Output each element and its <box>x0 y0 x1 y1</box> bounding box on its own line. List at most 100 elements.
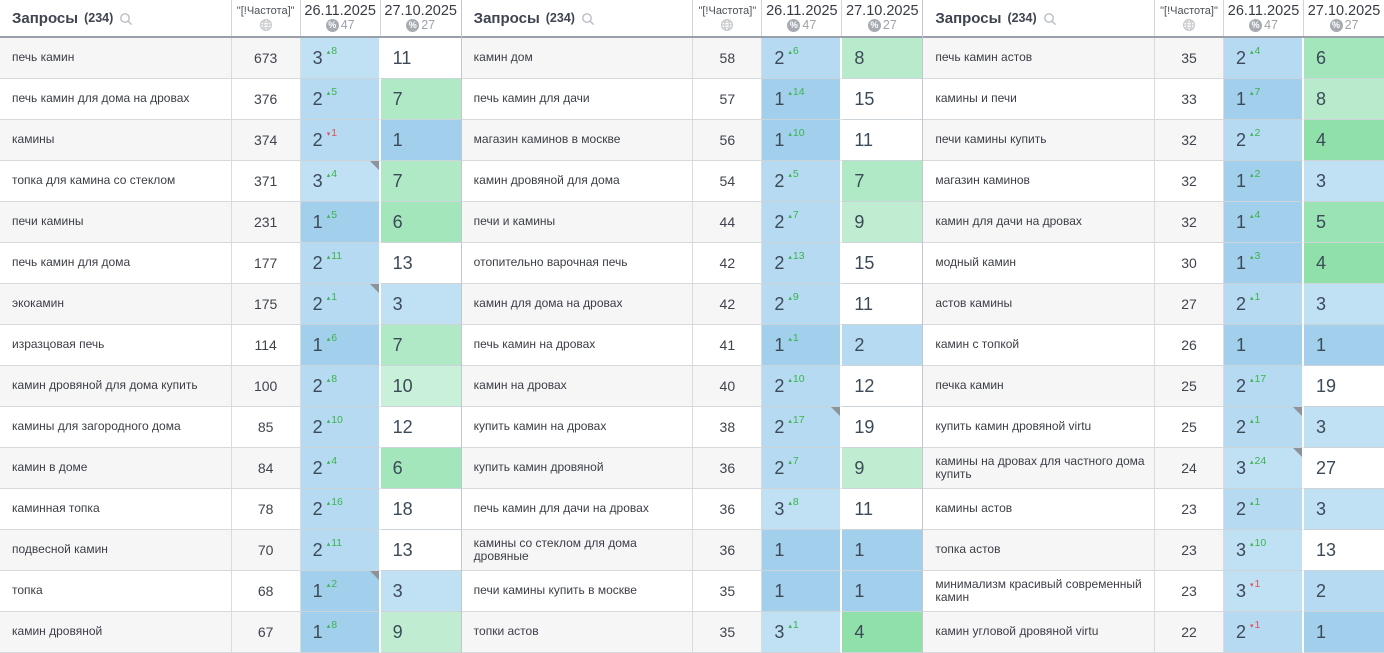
position-cell-previous[interactable]: 9 <box>380 612 461 653</box>
position-cell-previous[interactable]: 8 <box>1304 79 1384 120</box>
position-cell-current[interactable]: 2 ▴ 7 <box>762 448 843 489</box>
query-cell[interactable]: печи камины купить в москве <box>461 571 694 612</box>
position-cell-current[interactable]: 2 ▴ 9 <box>762 284 843 325</box>
query-cell[interactable]: камин с топкой <box>923 325 1156 366</box>
date-column-header[interactable]: 27.10.2025 % 27 <box>1307 3 1381 32</box>
query-cell[interactable]: камин дровяной для дома <box>461 161 694 202</box>
query-cell[interactable]: камин дровяной <box>0 612 232 653</box>
query-cell[interactable]: печи и камины <box>461 202 694 243</box>
position-cell-current[interactable]: 2 ▴ 1 <box>1224 407 1305 448</box>
position-cell-current[interactable]: 3 ▴ 4 <box>300 161 381 202</box>
query-cell[interactable]: модный камин <box>923 243 1156 284</box>
position-cell-current[interactable]: 1 <box>1224 325 1305 366</box>
query-cell[interactable]: экокамин <box>0 284 232 325</box>
date-column-header[interactable]: 27.10.2025 % 27 <box>846 3 919 32</box>
date-column-header[interactable]: 26.11.2025 % 47 <box>301 0 381 36</box>
position-cell-previous[interactable]: 6 <box>380 202 461 243</box>
position-cell-previous[interactable]: 1 <box>842 571 923 612</box>
position-cell-previous[interactable]: 13 <box>380 243 461 284</box>
position-cell-current[interactable]: 2 ▴ 1 <box>1224 489 1305 530</box>
position-cell-current[interactable]: 2 ▴ 10 <box>300 407 381 448</box>
query-cell[interactable]: камин на дровах <box>461 366 694 407</box>
position-cell-current[interactable]: 3 ▴ 8 <box>300 38 381 79</box>
position-cell-previous[interactable]: 9 <box>842 448 923 489</box>
position-cell-current[interactable]: 1 ▴ 2 <box>300 571 381 612</box>
position-cell-current[interactable]: 2 ▴ 17 <box>762 407 843 448</box>
position-cell-current[interactable]: 2 ▴ 1 <box>300 284 381 325</box>
position-cell-previous[interactable]: 7 <box>380 161 461 202</box>
position-cell-previous[interactable]: 2 <box>842 325 923 366</box>
query-cell[interactable]: камины со стеклом для дома дровяные <box>461 530 694 571</box>
position-cell-current[interactable]: 1 ▴ 4 <box>1224 202 1305 243</box>
query-cell[interactable]: печи камины <box>0 202 232 243</box>
query-cell[interactable]: камин для дома на дровах <box>461 284 694 325</box>
position-cell-current[interactable]: 3 ▴ 8 <box>762 489 843 530</box>
position-cell-current[interactable]: 3 ▴ 1 <box>762 612 843 653</box>
query-cell[interactable]: магазин каминов в москве <box>461 120 694 161</box>
position-cell-current[interactable]: 2 ▴ 5 <box>300 79 381 120</box>
position-cell-current[interactable]: 2 ▴ 8 <box>300 366 381 407</box>
position-cell-current[interactable]: 2 ▴ 1 <box>1224 284 1305 325</box>
query-cell[interactable]: минимализм красивый современный камин <box>923 571 1156 612</box>
position-cell-current[interactable]: 1 ▴ 6 <box>300 325 381 366</box>
query-cell[interactable]: печь камин для дачи на дровах <box>461 489 694 530</box>
query-cell[interactable]: астов камины <box>923 284 1156 325</box>
query-cell[interactable]: подвесной камин <box>0 530 232 571</box>
position-cell-current[interactable]: 1 ▴ 8 <box>300 612 381 653</box>
position-cell-current[interactable]: 1 ▴ 10 <box>762 120 843 161</box>
queries-column-header[interactable]: Запросы (234) <box>923 0 1156 36</box>
query-cell[interactable]: купить камин на дровах <box>461 407 694 448</box>
position-cell-previous[interactable]: 6 <box>380 448 461 489</box>
position-cell-current[interactable]: 1 ▴ 2 <box>1224 161 1305 202</box>
date-column-header[interactable]: 26.11.2025 % 47 <box>762 0 843 36</box>
position-cell-previous[interactable]: 12 <box>842 366 923 407</box>
frequency-column-header[interactable]: "[!Частота]" <box>693 0 763 36</box>
position-cell-current[interactable]: 2 ▴ 17 <box>1224 366 1305 407</box>
position-cell-current[interactable]: 1 ▴ 3 <box>1224 243 1305 284</box>
position-cell-previous[interactable]: 4 <box>1304 120 1384 161</box>
query-cell[interactable]: купить камин дровяной <box>461 448 694 489</box>
position-cell-current[interactable]: 2 ▾ 1 <box>300 120 381 161</box>
position-cell-previous[interactable]: 1 <box>1304 612 1384 653</box>
query-cell[interactable]: камины для загородного дома <box>0 407 232 448</box>
query-cell[interactable]: печь камин для дачи <box>461 79 694 120</box>
position-cell-current[interactable]: 1 <box>762 530 843 571</box>
position-cell-previous[interactable]: 1 <box>380 120 461 161</box>
query-cell[interactable]: печь камин для дома <box>0 243 232 284</box>
queries-column-header[interactable]: Запросы (234) <box>0 0 232 36</box>
query-cell[interactable]: каминная топка <box>0 489 232 530</box>
position-cell-previous[interactable]: 4 <box>842 612 923 653</box>
position-cell-previous[interactable]: 1 <box>842 530 923 571</box>
query-cell[interactable]: камин угловой дровяной virtu <box>923 612 1156 653</box>
query-cell[interactable]: изразцовая печь <box>0 325 232 366</box>
position-cell-previous[interactable]: 13 <box>1304 530 1384 571</box>
position-cell-previous[interactable]: 2 <box>1304 571 1384 612</box>
position-cell-previous[interactable]: 3 <box>380 284 461 325</box>
position-cell-current[interactable]: 2 ▴ 16 <box>300 489 381 530</box>
position-cell-previous[interactable]: 11 <box>842 284 923 325</box>
position-cell-previous[interactable]: 27 <box>1304 448 1384 489</box>
query-cell[interactable]: магазин каминов <box>923 161 1156 202</box>
query-cell[interactable]: топки астов <box>461 612 694 653</box>
query-cell[interactable]: купить камин дровяной virtu <box>923 407 1156 448</box>
position-cell-previous[interactable]: 8 <box>842 38 923 79</box>
position-cell-previous[interactable]: 7 <box>380 325 461 366</box>
query-cell[interactable]: топка астов <box>923 530 1156 571</box>
position-cell-previous[interactable]: 3 <box>1304 407 1384 448</box>
query-cell[interactable]: камин для дачи на дровах <box>923 202 1156 243</box>
date-column-header[interactable]: 26.11.2025 % 47 <box>1224 0 1305 36</box>
frequency-column-header[interactable]: "[!Частота]" <box>1155 0 1225 36</box>
position-cell-previous[interactable]: 15 <box>842 243 923 284</box>
query-cell[interactable]: печи камины купить <box>923 120 1156 161</box>
position-cell-previous[interactable]: 11 <box>380 38 461 79</box>
position-cell-previous[interactable]: 12 <box>380 407 461 448</box>
position-cell-previous[interactable]: 18 <box>380 489 461 530</box>
search-icon[interactable] <box>1043 12 1057 26</box>
query-cell[interactable]: камин дом <box>461 38 694 79</box>
position-cell-current[interactable]: 1 ▴ 7 <box>1224 79 1305 120</box>
query-cell[interactable]: камин дровяной для дома купить <box>0 366 232 407</box>
position-cell-previous[interactable]: 10 <box>380 366 461 407</box>
position-cell-previous[interactable]: 5 <box>1304 202 1384 243</box>
position-cell-current[interactable]: 2 ▴ 10 <box>762 366 843 407</box>
position-cell-current[interactable]: 2 ▴ 4 <box>1224 38 1305 79</box>
